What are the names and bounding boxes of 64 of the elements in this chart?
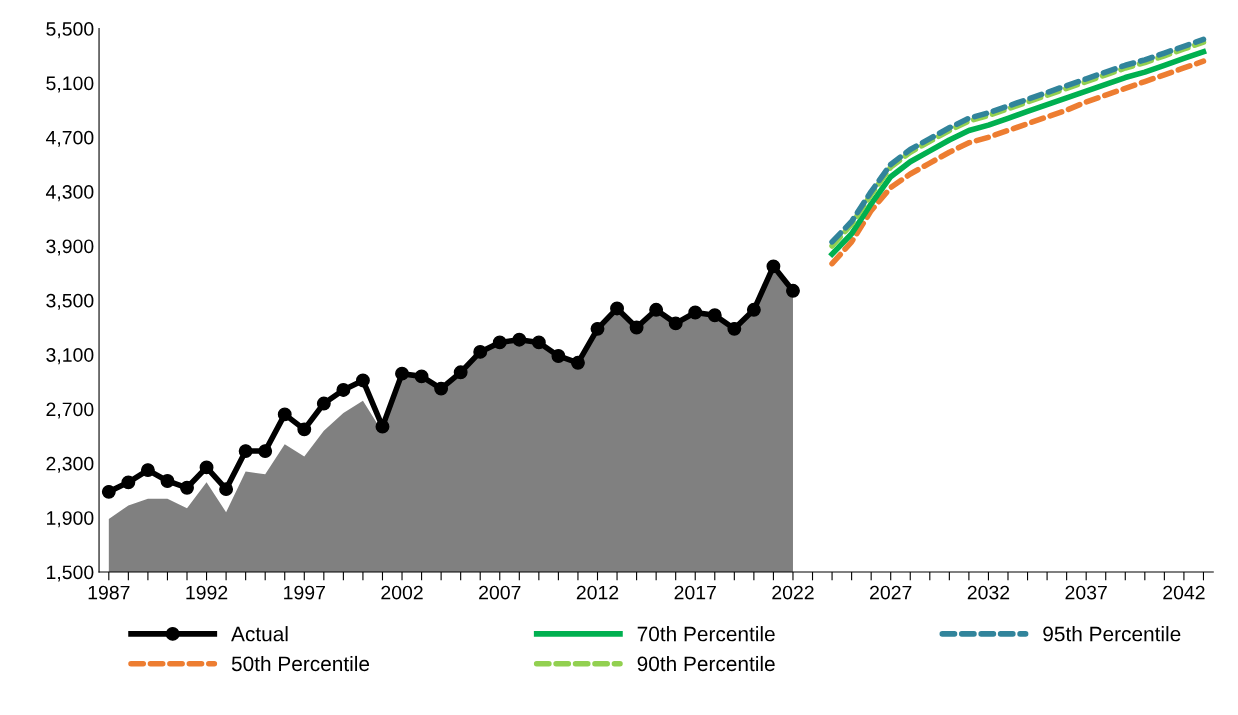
point (746, 302, 761, 317)
point (668, 316, 683, 331)
legend-label: 70th Percentile (637, 626, 775, 642)
x-tick-label: 2017 (674, 585, 716, 600)
point (101, 484, 116, 499)
point (336, 383, 351, 397)
point (786, 283, 800, 298)
point (258, 444, 273, 459)
y-tick-label: 3,900 (46, 239, 94, 256)
point (571, 355, 585, 370)
x-tick-label: 1997 (284, 585, 325, 600)
point (629, 320, 644, 335)
point (649, 302, 664, 317)
point (434, 381, 449, 396)
legend-label: Actual (231, 626, 288, 642)
y-tick-label: 1,900 (47, 511, 94, 528)
point (492, 335, 507, 350)
y-tick-label: 4,700 (45, 130, 94, 147)
point (512, 332, 527, 347)
point (688, 305, 703, 320)
x-tick-label: 2002 (381, 585, 423, 600)
y-tick-label: 3,100 (46, 348, 94, 365)
x-tick-label: 2007 (479, 585, 521, 600)
point (453, 365, 468, 380)
y-tick-label: 2,300 (46, 456, 94, 473)
point (199, 460, 214, 475)
y-tick-label: 5,100 (46, 76, 94, 93)
point (610, 301, 624, 316)
x-tick-label: 1987 (88, 585, 130, 600)
legend-label: 90th Percentile (637, 655, 775, 672)
x-tick-label: 2032 (967, 585, 1010, 600)
x-tick-label: 2012 (576, 585, 619, 600)
x-tick-label: 2027 (870, 585, 912, 600)
point (375, 419, 390, 434)
point (180, 480, 194, 495)
point (414, 369, 429, 384)
point (121, 475, 136, 490)
y-tick-label: 1,500 (47, 565, 94, 582)
point (766, 259, 781, 274)
x-tick-label: 1992 (186, 585, 228, 600)
point (277, 407, 292, 422)
x-tick-label: 2022 (772, 585, 814, 600)
point (140, 463, 155, 478)
y-tick-label: 5,500 (46, 22, 94, 39)
point (395, 366, 409, 381)
legend-label: 95th Percentile (1043, 626, 1181, 642)
point (160, 474, 175, 488)
y-tick-label: 3,500 (46, 293, 94, 310)
point (297, 422, 312, 437)
x-tick-label: 2042 (1163, 585, 1205, 600)
point (551, 349, 566, 363)
point (238, 444, 253, 459)
y-tick-label: 4,300 (45, 185, 94, 202)
point (355, 373, 370, 388)
point (707, 308, 722, 323)
legend-label: 50th Percentile (231, 655, 370, 672)
x-tick-label: 2037 (1065, 585, 1107, 600)
point (219, 482, 234, 497)
point (473, 344, 488, 359)
point (590, 321, 605, 336)
point (316, 396, 331, 411)
point (727, 321, 742, 336)
point (531, 335, 546, 350)
y-tick-label: 2,700 (46, 402, 94, 419)
